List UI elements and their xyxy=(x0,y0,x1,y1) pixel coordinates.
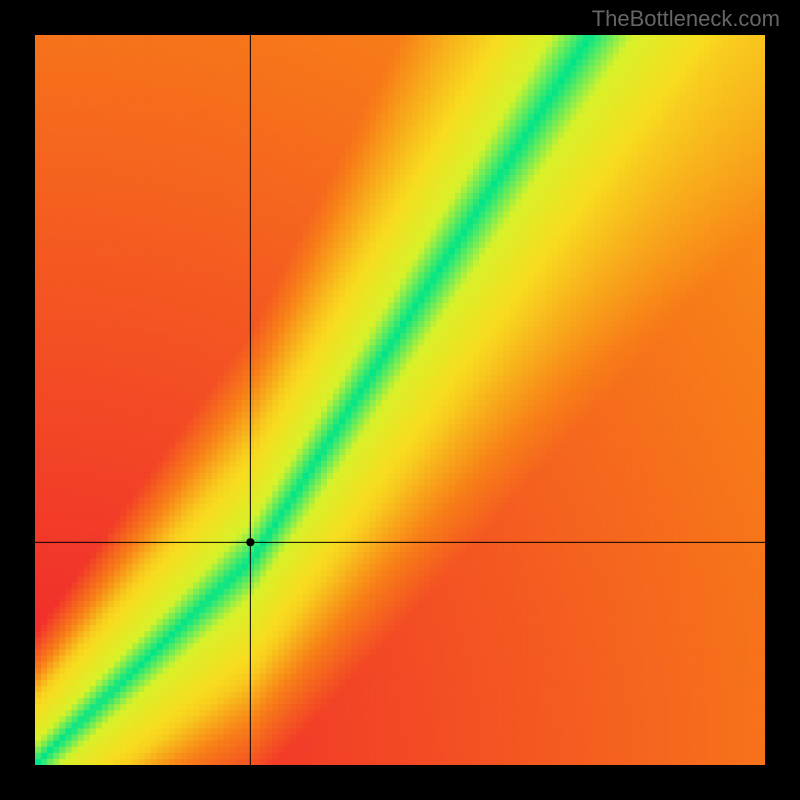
heatmap-canvas xyxy=(35,35,765,765)
chart-container: TheBottleneck.com xyxy=(0,0,800,800)
watermark-text: TheBottleneck.com xyxy=(592,6,780,32)
heatmap-plot xyxy=(35,35,765,765)
